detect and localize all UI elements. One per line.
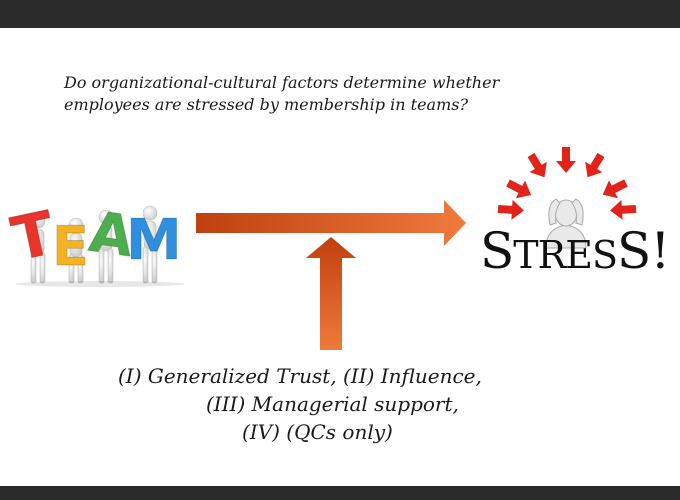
factors-line-2: (III) Managerial support, — [206, 392, 459, 416]
question-line-1: Do organizational-cultural factors deter… — [64, 73, 500, 92]
burst-arrows-icon — [497, 147, 637, 220]
team-illustration: T E A M — [8, 198, 185, 287]
stress-word: STRESS! — [480, 221, 670, 285]
burst-arrow — [556, 147, 576, 173]
horizontal-arrow — [196, 200, 466, 246]
factors-line-1: (I) Generalized Trust, (II) Influence, — [118, 364, 482, 388]
team-letter-e: E — [52, 215, 89, 278]
stress-s1: S — [480, 222, 514, 280]
burst-arrow — [585, 152, 605, 178]
vertical-arrow — [306, 237, 356, 350]
stressed-person-icon — [545, 198, 587, 249]
stress-illustration: STRESS! — [476, 143, 676, 303]
burst-arrow — [497, 199, 524, 220]
research-question: Do organizational-cultural factors deter… — [64, 72, 624, 116]
factors-line-3: (IV) (QCs only) — [242, 420, 393, 444]
slide: Do organizational-cultural factors deter… — [0, 28, 680, 486]
burst-arrow — [602, 179, 628, 199]
question-line-2: employees are stressed by membership in … — [64, 95, 469, 114]
team-letter-m: M — [126, 208, 182, 273]
stress-s2: S! — [617, 222, 670, 280]
stress-middle: TRES — [513, 233, 618, 277]
team-letter-a: A — [85, 200, 138, 270]
burst-arrow — [506, 179, 532, 199]
burst-arrow — [610, 199, 637, 220]
burst-arrow — [527, 152, 547, 178]
